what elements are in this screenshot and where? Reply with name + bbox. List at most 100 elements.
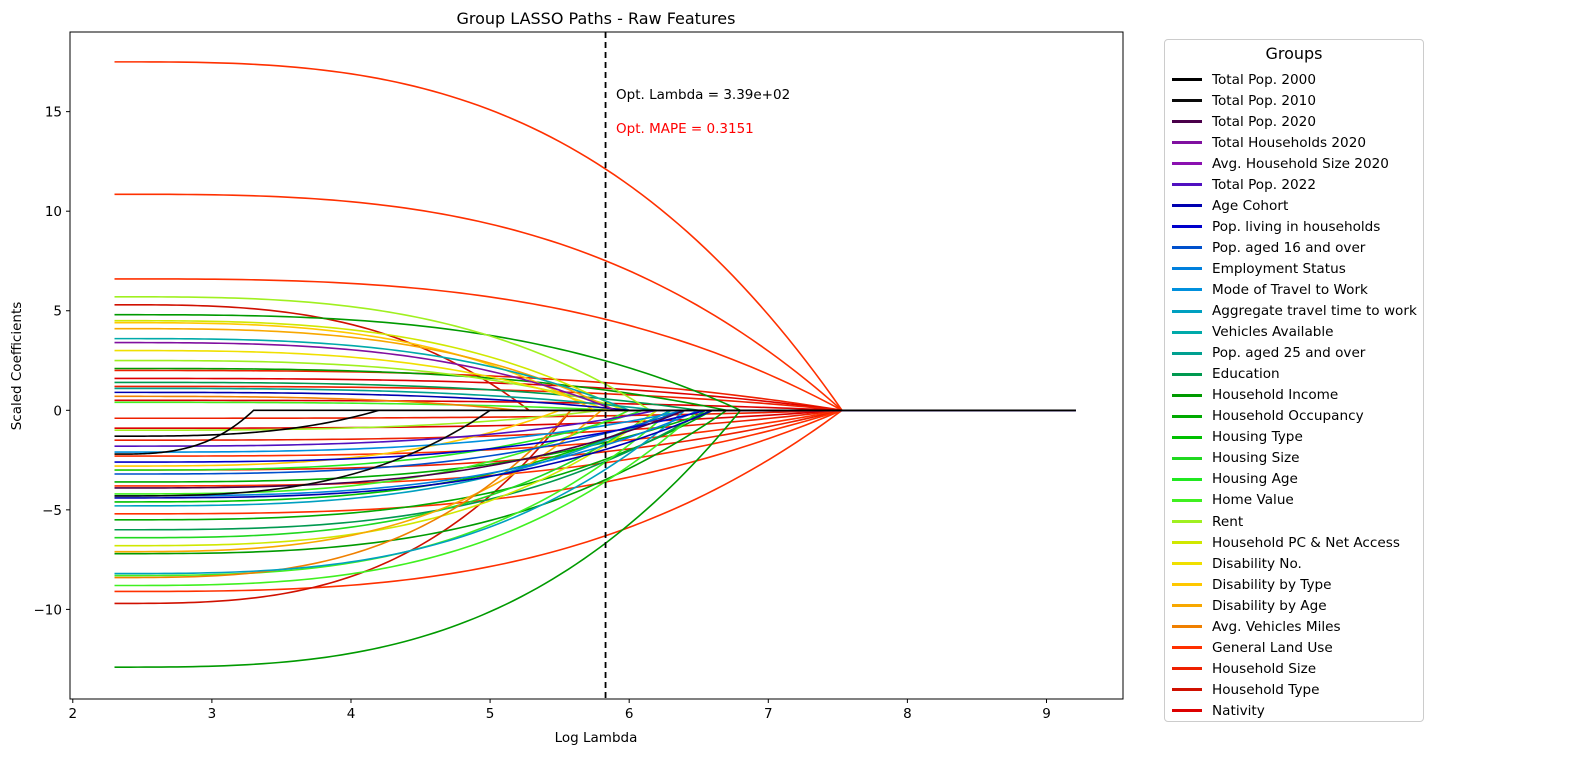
series-line-56 — [114, 409, 1076, 489]
series-line-2 — [114, 278, 1076, 412]
legend-label: Total Households 2020 — [1212, 134, 1367, 151]
y-axis-label: Scaled Coefficients — [9, 302, 25, 431]
series-line-19 — [114, 409, 1076, 555]
legend-item: Household Type — [1165, 679, 1423, 700]
y-tick-label: 15 — [45, 105, 62, 121]
legend-item: Household Income — [1165, 385, 1423, 406]
legend-label: Employment Status — [1212, 260, 1346, 277]
legend-label: General Land Use — [1212, 639, 1333, 656]
legend-swatch — [1172, 372, 1202, 376]
series-line-25 — [114, 409, 1076, 503]
plot-area — [114, 32, 1076, 699]
series-line-4 — [114, 377, 1076, 412]
legend-label: Total Pop. 2020 — [1212, 113, 1316, 130]
legend-label: Total Pop. 2010 — [1212, 92, 1316, 109]
annotation-opt-mape: Opt. MAPE = 0.3151 — [616, 121, 754, 137]
legend-item: Avg. Household Size 2020 — [1165, 153, 1423, 174]
legend-label: Household Size — [1212, 660, 1317, 677]
series-line-17 — [114, 409, 1076, 668]
legend-label: Pop. aged 25 and over — [1212, 345, 1366, 362]
legend-item: Total Households 2020 — [1165, 132, 1423, 153]
legend-item: Employment Status — [1165, 258, 1423, 279]
legend-swatch — [1172, 309, 1202, 313]
series-line-58 — [114, 409, 1076, 497]
legend-label: Household PC & Net Access — [1212, 534, 1400, 551]
series-line-57 — [114, 409, 1076, 437]
legend-swatch — [1172, 667, 1202, 671]
legend-item: Household PC & Net Access — [1165, 532, 1423, 553]
legend-label: Mode of Travel to Work — [1212, 281, 1368, 298]
legend-label: Household Income — [1212, 387, 1339, 404]
legend-item: Mode of Travel to Work — [1165, 279, 1423, 300]
legend-item: Total Pop. 2020 — [1165, 111, 1423, 132]
legend-label: Housing Type — [1212, 429, 1303, 446]
legend-swatch — [1172, 204, 1202, 208]
annotation-opt-lambda: Opt. Lambda = 3.39e+02 — [616, 87, 790, 103]
series-line-21 — [114, 367, 1076, 412]
legend-label: Total Pop. 2000 — [1212, 71, 1316, 88]
y-tick-label: −5 — [42, 503, 62, 519]
legend-label: Household Occupancy — [1212, 408, 1364, 425]
legend-item: Home Value — [1165, 490, 1423, 511]
legend-label: Age Cohort — [1212, 197, 1289, 214]
series-line-32 — [114, 296, 1076, 412]
legend-label: Total Pop. 2022 — [1212, 176, 1316, 193]
legend-swatch — [1172, 604, 1202, 608]
series-line-15 — [114, 409, 1076, 605]
series-line-20 — [114, 409, 1076, 521]
legend-item: Aggregate travel time to work — [1165, 301, 1423, 322]
series-line-27 — [114, 409, 1076, 471]
x-tick-label: 7 — [764, 706, 773, 722]
series-line-26 — [114, 409, 1076, 539]
legend-swatch — [1172, 141, 1202, 145]
x-tick-label: 6 — [625, 706, 634, 722]
legend-label: Rent — [1212, 513, 1244, 530]
legend-swatch — [1172, 541, 1202, 545]
legend-item: Disability No. — [1165, 553, 1423, 574]
series-line-0 — [114, 61, 1076, 412]
y-tick-label: 0 — [53, 403, 62, 419]
legend-label: Avg. Vehicles Miles — [1212, 618, 1341, 635]
legend-swatch — [1172, 99, 1202, 103]
series-line-49 — [114, 387, 1076, 412]
x-axis-label: Log Lambda — [555, 730, 638, 746]
legend-item: Total Pop. 2000 — [1165, 69, 1423, 90]
series-line-9 — [114, 409, 1076, 441]
legend-item: Rent — [1165, 511, 1423, 532]
legend-item: General Land Use — [1165, 637, 1423, 658]
legend-swatch — [1172, 267, 1202, 271]
legend-swatch — [1172, 477, 1202, 481]
legend-swatch — [1172, 330, 1202, 334]
legend-label: Nativity — [1212, 702, 1265, 719]
y-tick-label: 5 — [53, 304, 62, 320]
series-line-36 — [114, 409, 1076, 547]
legend-item: Pop. living in households — [1165, 216, 1423, 237]
series-line-59 — [114, 409, 1076, 455]
legend-label: Avg. Household Size 2020 — [1212, 155, 1389, 172]
legend-swatch — [1172, 520, 1202, 523]
series-line-48 — [114, 337, 1076, 412]
legend-label: Home Value — [1212, 492, 1294, 509]
legend-swatch — [1172, 288, 1202, 292]
legend-swatch — [1172, 246, 1202, 250]
legend-label: Vehicles Available — [1212, 324, 1334, 341]
legend-swatch — [1172, 562, 1202, 566]
legend-swatch — [1172, 456, 1202, 460]
series-line-6 — [114, 399, 1076, 412]
x-tick-label: 4 — [347, 706, 356, 722]
legend-label: Housing Age — [1212, 471, 1298, 488]
legend-swatch — [1172, 709, 1202, 713]
series-line-34 — [114, 409, 1076, 432]
legend-swatch — [1172, 183, 1202, 187]
series-line-45 — [114, 409, 1076, 507]
legend-label: Household Type — [1212, 681, 1320, 698]
series-line-44 — [114, 409, 1076, 575]
series-line-37 — [114, 349, 1076, 412]
series-line-50 — [114, 409, 1076, 475]
x-tick-label: 9 — [1042, 706, 1051, 722]
series-line-47 — [114, 409, 1076, 453]
legend-label: Disability No. — [1212, 555, 1302, 572]
x-tick-label: 3 — [208, 706, 217, 722]
legend-item: Household Occupancy — [1165, 406, 1423, 427]
